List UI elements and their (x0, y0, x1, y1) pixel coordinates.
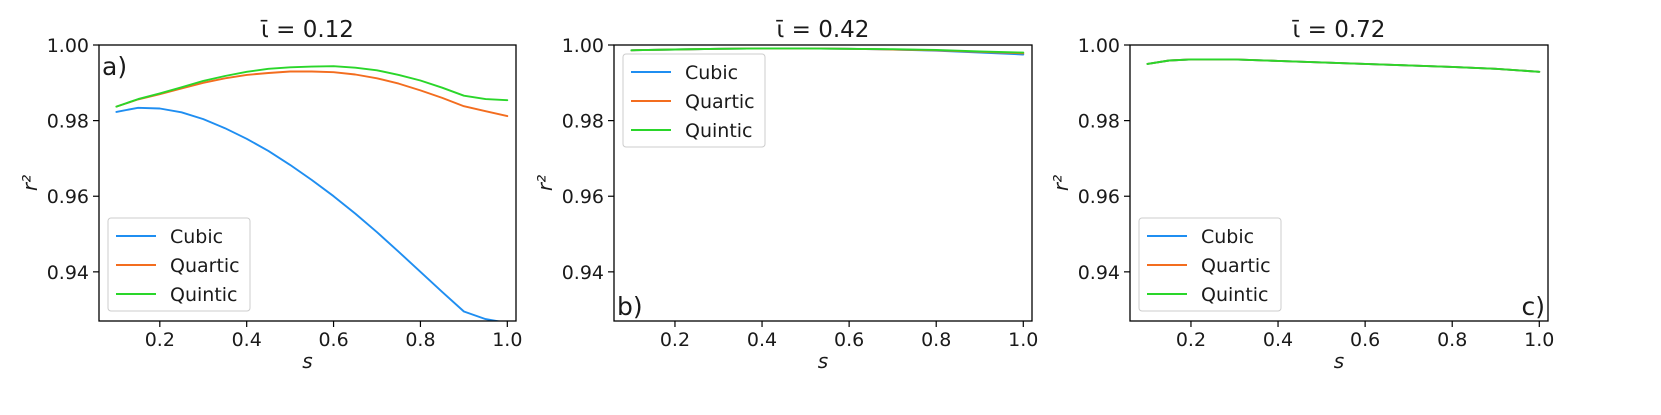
legend: Cubic Quartic Quintic (1138, 217, 1282, 312)
chart-panel-3: 0.2 0.4 0.6 0.8 1.0 0.94 0.96 0.98 1.00 ῑ = 0.72 s… (1049, 17, 1554, 373)
legend-label-cubic: Cubic (170, 226, 223, 248)
x-tick-label: 1.0 (492, 329, 522, 351)
x-axis-label: s (818, 349, 828, 373)
series-line-quintic (630, 47, 1025, 54)
y-tick-label: 0.98 (47, 111, 89, 133)
y-tick-label: 0.98 (562, 111, 604, 133)
series-line-cubic (1146, 58, 1541, 73)
legend-label-quintic: Quintic (170, 284, 238, 306)
y-tick-label: 0.98 (1078, 111, 1120, 133)
x-tick-label: 0.2 (660, 329, 690, 351)
x-tick-label: 0.2 (1176, 329, 1206, 351)
plot-frame (1129, 44, 1549, 322)
y-axis-label: r² (18, 175, 42, 191)
legend-label-cubic: Cubic (685, 62, 738, 84)
legend-label-quartic: Quartic (1201, 255, 1271, 277)
x-tick-label: 0.8 (405, 329, 435, 351)
y-axis-label: r² (533, 175, 557, 191)
chart-panel-2: 0.2 0.4 0.6 0.8 1.0 0.94 0.96 0.98 1.00 ῑ = 0.42 s… (533, 17, 1038, 373)
x-tick-label: 0.6 (834, 329, 864, 351)
y-tick-label: 0.94 (562, 262, 604, 284)
x-axis-label: s (1334, 349, 1344, 373)
x-tick-label: 0.6 (318, 329, 348, 351)
x-tick-label: 0.8 (1437, 329, 1467, 351)
x-tick-label: 0.4 (232, 329, 262, 351)
y-tick-label: 1.00 (1078, 35, 1120, 57)
legend-box (107, 217, 251, 312)
y-tick-label: 1.00 (47, 35, 89, 57)
legend-label-cubic: Cubic (1201, 226, 1254, 248)
legend-label-quartic: Quartic (685, 91, 755, 113)
plot-frame (613, 44, 1033, 322)
x-tick-label: 1.0 (1008, 329, 1038, 351)
x-tick-label: 0.8 (921, 329, 951, 351)
legend-label-quartic: Quartic (170, 255, 240, 277)
chart-panel-1: 0.2 0.4 0.6 0.8 1.0 0.94 0.96 0.98 1.00 ῑ = 0.12 s… (18, 17, 522, 373)
legend: Cubic Quartic Quintic (622, 53, 766, 148)
legend-label-quintic: Quintic (685, 120, 753, 142)
series-line-quartic (115, 70, 509, 118)
x-tick-label: 0.6 (1350, 329, 1380, 351)
x-tick-label: 0.4 (747, 329, 777, 351)
panel-label: c) (1522, 292, 1546, 321)
chart-title: ῑ = 0.72 (1292, 17, 1386, 43)
y-tick-label: 0.94 (47, 262, 89, 284)
legend-box (1138, 217, 1282, 312)
plot-frame (98, 44, 517, 322)
legend-box (622, 53, 766, 148)
chart-title: ῑ = 0.42 (776, 17, 870, 43)
legend-label-quintic: Quintic (1201, 284, 1269, 306)
series-line-quartic (1146, 58, 1541, 73)
series-line-quintic (1146, 58, 1541, 73)
x-tick-label: 0.4 (1263, 329, 1293, 351)
legend: Cubic Quartic Quintic (107, 217, 251, 312)
y-tick-label: 0.96 (1078, 186, 1120, 208)
x-axis-label: s (302, 349, 312, 373)
x-tick-label: 1.0 (1524, 329, 1554, 351)
y-tick-label: 0.96 (47, 186, 89, 208)
series-line-cubic (115, 106, 502, 321)
y-tick-label: 0.96 (562, 186, 604, 208)
x-tick-label: 0.2 (145, 329, 175, 351)
series-line-quintic (115, 65, 509, 108)
y-tick-label: 1.00 (562, 35, 604, 57)
y-tick-label: 0.94 (1078, 262, 1120, 284)
y-axis-label: r² (1049, 175, 1073, 191)
chart-title: ῑ = 0.12 (260, 17, 354, 43)
panel-label: a) (102, 52, 127, 81)
panel-label: b) (617, 292, 643, 321)
